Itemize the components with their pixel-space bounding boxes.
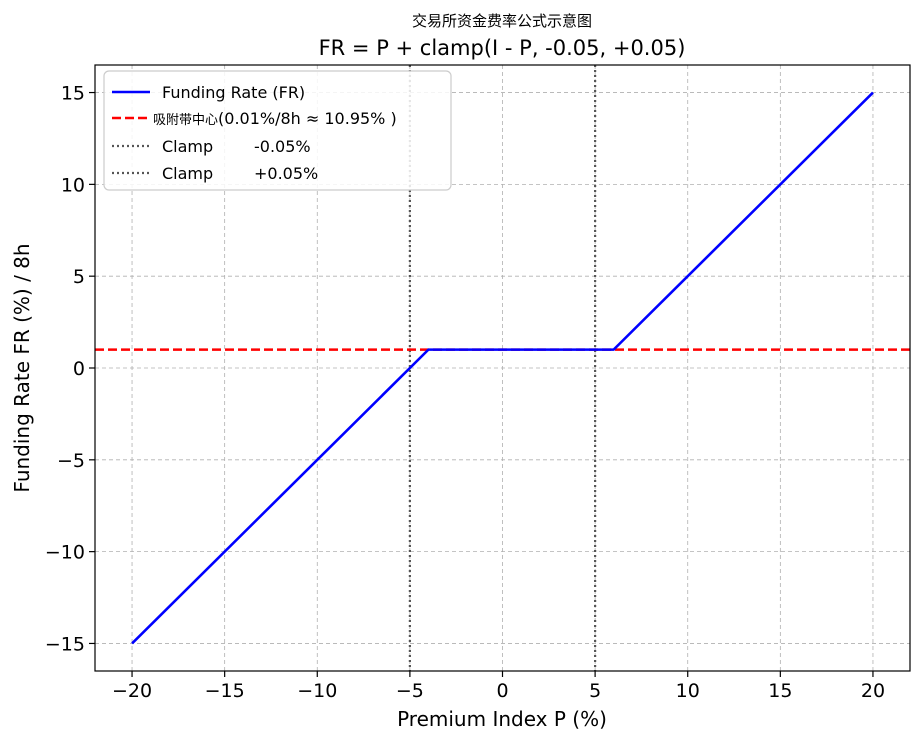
y-tick-label-0: −15 xyxy=(45,633,85,655)
y-tick-label-6: 15 xyxy=(61,83,85,105)
x-tick-label-2: −10 xyxy=(297,680,337,702)
x-tick-label-0: −20 xyxy=(112,680,152,702)
x-tick-label-8: 20 xyxy=(861,680,885,702)
y-tick-label-1: −10 xyxy=(45,542,85,564)
x-tick-label-6: 10 xyxy=(676,680,700,702)
legend-label-clamp-high-b: +0.05% xyxy=(254,164,318,183)
y-tick-label-3: 0 xyxy=(73,358,85,380)
x-axis-label: Premium Index P (%) xyxy=(397,707,607,731)
x-tick-label-5: 5 xyxy=(589,680,601,702)
tick-labels: −20 −15 −10 −5 0 5 10 15 20 −15 −10 −5 0 5 10 15 xyxy=(45,83,885,702)
x-tick-label-7: 15 xyxy=(768,680,792,702)
axes xyxy=(89,64,911,677)
legend-label-center-cn: 吸附带中心 xyxy=(153,113,218,128)
legend-label-center-rest: (0.01%/8h ≈ 10.95% ) xyxy=(218,109,397,128)
legend-label-center: 吸附带中心(0.01%/8h ≈ 10.95% ) xyxy=(153,109,397,128)
legend-label-fr: Funding Rate (FR) xyxy=(162,83,305,102)
series-line-0 xyxy=(131,91,874,645)
x-tick-label-4: 0 xyxy=(496,680,508,702)
y-tick-label-4: 5 xyxy=(73,266,85,288)
x-tick-label-1: −15 xyxy=(205,680,245,702)
y-tick-label-5: 10 xyxy=(61,174,85,196)
legend-box xyxy=(103,70,452,191)
legend-label-clamp-low-a: Clamp xyxy=(162,137,213,156)
y-tick-label-2: −5 xyxy=(57,450,85,472)
chart-title: FR = P + clamp(I - P, -0.05, +0.05) xyxy=(319,36,686,60)
y-axis-label: Funding Rate FR (%) / 8h xyxy=(10,243,34,492)
legend: Funding Rate (FR) 吸附带中心(0.01%/8h ≈ 10.95… xyxy=(103,70,452,191)
x-tick-label-3: −5 xyxy=(396,680,424,702)
legend-label-clamp-low-b: -0.05% xyxy=(254,137,311,156)
series xyxy=(131,91,874,645)
legend-label-clamp-high-a: Clamp xyxy=(162,164,213,183)
chart-subtitle: 交易所资金费率公式示意图 xyxy=(412,12,592,30)
